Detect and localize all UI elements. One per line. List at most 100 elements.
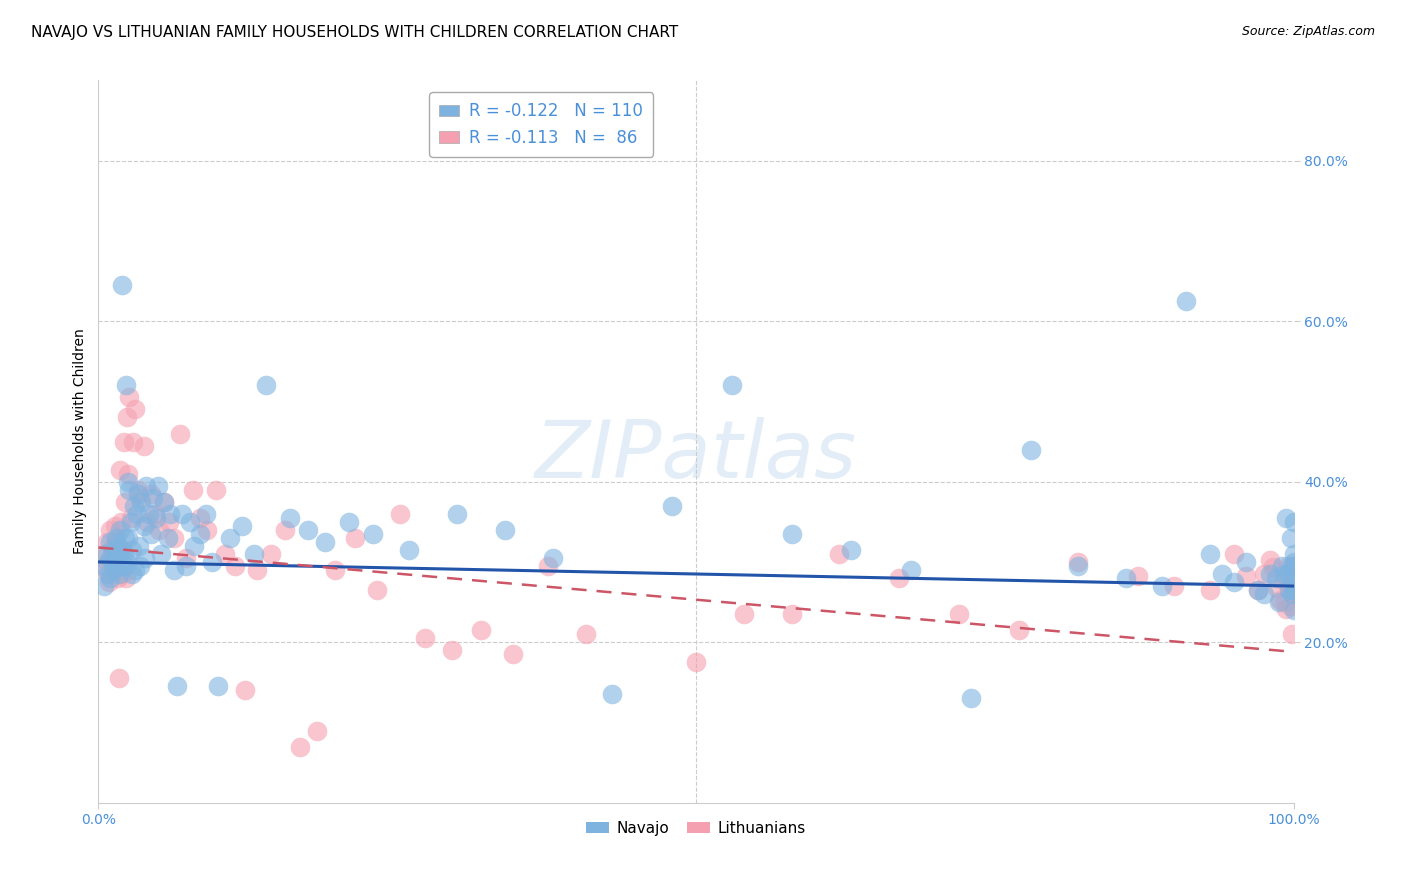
Point: [122, 434, 145, 449]
Point: [128, 539, 150, 553]
Point: [1275, 601, 1298, 615]
Point: [139, 526, 162, 541]
Point: [1271, 573, 1294, 587]
Point: [156, 531, 179, 545]
Point: [1270, 593, 1292, 607]
Point: [315, 534, 337, 549]
Point: [134, 550, 156, 566]
Point: [114, 494, 136, 508]
Point: [101, 542, 124, 557]
Point: [93, 579, 115, 593]
Point: [254, 378, 277, 392]
Point: [1199, 583, 1222, 598]
Text: ZIPatlas: ZIPatlas: [534, 417, 858, 495]
Point: [1211, 567, 1233, 582]
Point: [115, 410, 138, 425]
Point: [103, 563, 125, 577]
Point: [96, 534, 118, 549]
Point: [1278, 599, 1301, 614]
Point: [1272, 567, 1295, 582]
Point: [1152, 579, 1174, 593]
Point: [131, 494, 153, 508]
Point: [104, 518, 127, 533]
Point: [297, 523, 319, 537]
Point: [889, 571, 911, 585]
Point: [960, 691, 983, 706]
Point: [195, 523, 218, 537]
Point: [1274, 595, 1296, 609]
Point: [101, 555, 124, 569]
Point: [112, 547, 135, 561]
Point: [166, 680, 188, 694]
Point: [1258, 553, 1281, 567]
Point: [111, 277, 134, 292]
Point: [661, 499, 683, 513]
Point: [105, 550, 128, 566]
Point: [163, 563, 186, 577]
Point: [97, 567, 120, 582]
Point: [127, 483, 149, 497]
Point: [1258, 567, 1281, 582]
Point: [1163, 579, 1185, 593]
Point: [1253, 567, 1275, 582]
Point: [537, 558, 560, 574]
Point: [733, 607, 755, 621]
Point: [101, 539, 124, 553]
Point: [1247, 583, 1270, 598]
Point: [219, 531, 242, 545]
Point: [100, 550, 122, 566]
Point: [1223, 547, 1246, 561]
Point: [118, 390, 141, 404]
Point: [174, 550, 197, 566]
Point: [398, 542, 420, 557]
Point: [157, 515, 180, 529]
Point: [117, 531, 139, 545]
Point: [1282, 563, 1305, 577]
Point: [602, 687, 624, 701]
Point: [110, 558, 132, 574]
Point: [121, 542, 143, 557]
Point: [124, 499, 146, 513]
Point: [132, 518, 155, 533]
Point: [98, 571, 122, 585]
Y-axis label: Family Households with Children: Family Households with Children: [73, 328, 87, 555]
Point: [948, 607, 970, 621]
Point: [93, 547, 115, 561]
Point: [1282, 558, 1305, 574]
Point: [1278, 579, 1301, 593]
Point: [143, 507, 166, 521]
Legend: Navajo, Lithuanians: Navajo, Lithuanians: [579, 815, 813, 842]
Point: [148, 478, 170, 492]
Point: [153, 494, 176, 508]
Point: [1175, 293, 1198, 308]
Point: [1247, 583, 1270, 598]
Point: [1281, 627, 1303, 641]
Point: [115, 571, 138, 585]
Point: [117, 475, 139, 489]
Point: [1115, 571, 1137, 585]
Point: [114, 558, 136, 574]
Point: [98, 574, 121, 589]
Point: [344, 531, 367, 545]
Point: [142, 491, 165, 505]
Point: [721, 378, 744, 392]
Point: [1282, 515, 1305, 529]
Point: [145, 510, 167, 524]
Point: [494, 523, 516, 537]
Point: [107, 571, 129, 585]
Point: [120, 515, 142, 529]
Point: [174, 558, 197, 574]
Point: [188, 526, 211, 541]
Point: [115, 378, 138, 392]
Point: [1067, 555, 1090, 569]
Text: NAVAJO VS LITHUANIAN FAMILY HOUSEHOLDS WITH CHILDREN CORRELATION CHART: NAVAJO VS LITHUANIAN FAMILY HOUSEHOLDS W…: [31, 25, 678, 40]
Point: [163, 531, 186, 545]
Point: [388, 507, 411, 521]
Point: [1282, 555, 1305, 569]
Point: [441, 643, 464, 657]
Point: [110, 515, 132, 529]
Point: [148, 523, 170, 537]
Point: [138, 507, 160, 521]
Point: [685, 655, 707, 669]
Point: [1234, 569, 1257, 583]
